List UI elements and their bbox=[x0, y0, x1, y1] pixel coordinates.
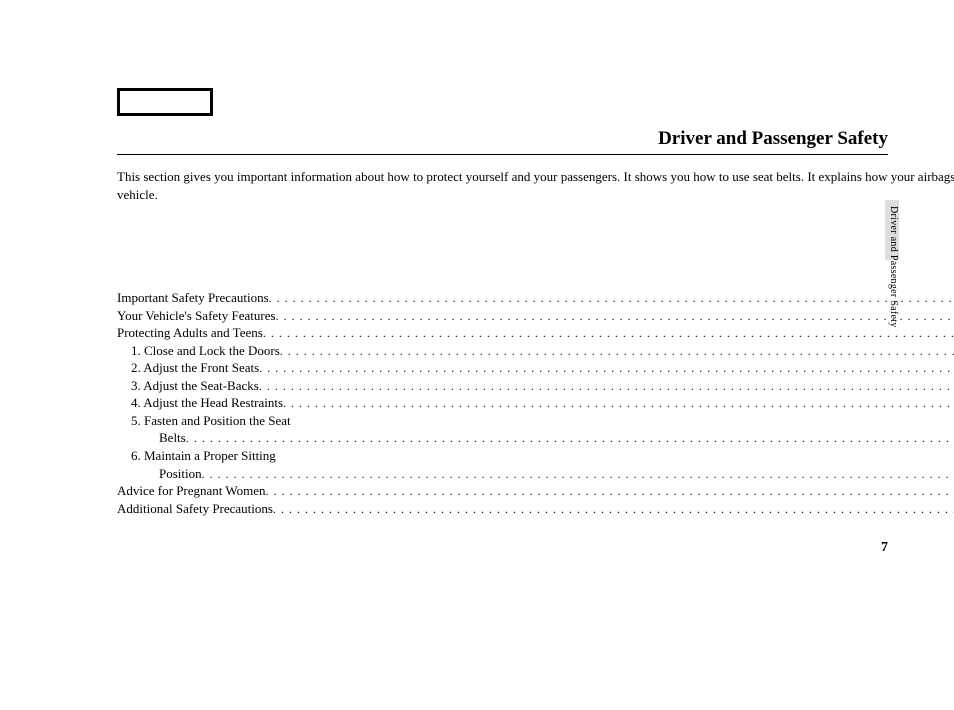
toc-entry-label: 1. Close and Lock the Doors bbox=[131, 342, 280, 360]
toc-entry: 3. Adjust the Seat-Backs15 bbox=[117, 377, 954, 395]
toc-leader-dots bbox=[276, 308, 954, 324]
toc-leader-dots bbox=[273, 501, 954, 517]
toc-entry: 1. Close and Lock the Doors13 bbox=[117, 342, 954, 360]
toc-columns: This section gives you important informa… bbox=[117, 168, 868, 624]
toc-entry: Important Safety Precautions8 bbox=[117, 289, 954, 307]
toc-leader-dots bbox=[263, 325, 954, 341]
toc-leader-dots bbox=[259, 378, 954, 394]
toc-entry-label: 3. Adjust the Seat-Backs bbox=[131, 377, 259, 395]
toc-entry-label: 6. Maintain a Proper Sitting bbox=[131, 447, 276, 465]
toc-leader-dots bbox=[186, 430, 954, 446]
toc-entry: Additional Safety Precautions20 bbox=[117, 500, 954, 518]
page: Driver and Passenger Safety Driver and P… bbox=[0, 0, 954, 710]
toc-leader-dots bbox=[280, 343, 954, 359]
intro-text: This section gives you important informa… bbox=[117, 168, 954, 203]
toc-entry: Protecting Adults and Teens13 bbox=[117, 324, 954, 342]
toc-entry-label: 5. Fasten and Position the Seat bbox=[131, 412, 291, 430]
toc-entry: 5. Fasten and Position the Seat bbox=[117, 412, 954, 430]
section-title: Driver and Passenger Safety bbox=[117, 128, 888, 150]
toc-entry: Your Vehicle's Safety Features9 bbox=[117, 307, 954, 325]
toc-entry: 4. Adjust the Head Restraints16 bbox=[117, 394, 954, 412]
toc-list-1: Important Safety Precautions8Your Vehicl… bbox=[117, 289, 954, 517]
toc-col-1: This section gives you important informa… bbox=[117, 168, 954, 624]
toc-entry-label: 2. Adjust the Front Seats bbox=[131, 359, 259, 377]
toc-leader-dots bbox=[202, 466, 954, 482]
toc-entry: 6. Maintain a Proper Sitting bbox=[117, 447, 954, 465]
toc-entry: 2. Adjust the Front Seats14 bbox=[117, 359, 954, 377]
toc-entry-label: Your Vehicle's Safety Features bbox=[117, 307, 276, 325]
toc-leader-dots bbox=[259, 360, 954, 376]
toc-entry-label: Position bbox=[159, 465, 202, 483]
header-tab bbox=[117, 88, 213, 116]
toc-entry-label: Protecting Adults and Teens bbox=[117, 324, 263, 342]
toc-leader-dots bbox=[269, 290, 954, 306]
toc-entry: Position18 bbox=[117, 465, 954, 483]
toc-entry: Advice for Pregnant Women19 bbox=[117, 482, 954, 500]
toc-entry-label: 4. Adjust the Head Restraints bbox=[131, 394, 283, 412]
toc-leader-dots bbox=[266, 483, 954, 499]
toc-entry: Belts17 bbox=[117, 429, 954, 447]
toc-entry-label: Important Safety Precautions bbox=[117, 289, 269, 307]
page-number: 7 bbox=[881, 540, 888, 556]
toc-entry-label: Advice for Pregnant Women bbox=[117, 482, 266, 500]
title-rule bbox=[117, 154, 888, 155]
toc-entry-label: Additional Safety Precautions bbox=[117, 500, 273, 518]
toc-entry-label: Belts bbox=[159, 429, 186, 447]
toc-leader-dots bbox=[283, 395, 954, 411]
